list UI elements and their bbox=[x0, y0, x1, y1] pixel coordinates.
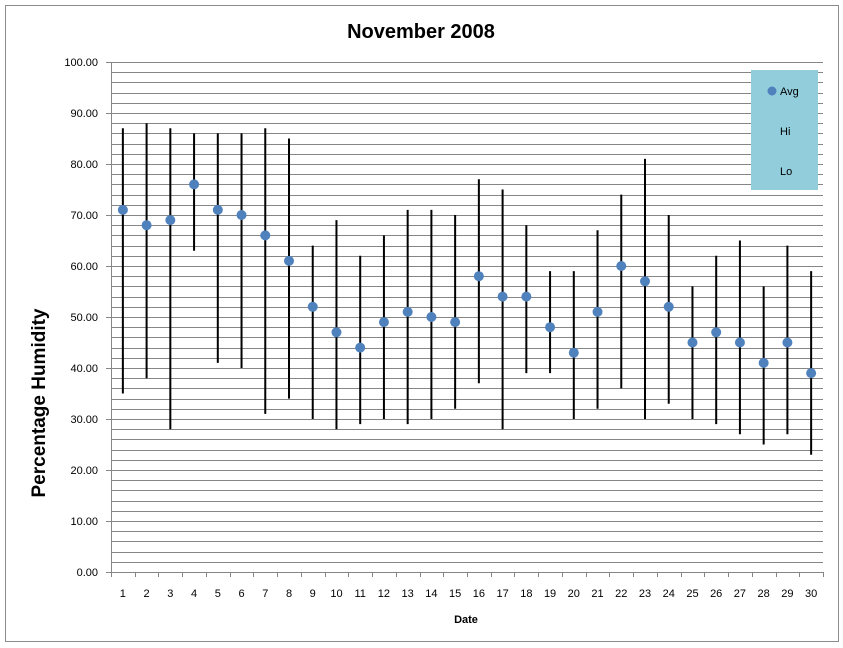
avg-point bbox=[545, 322, 556, 333]
x-tick-label: 7 bbox=[262, 588, 268, 600]
legend-box bbox=[751, 70, 818, 190]
y-tick-label: 20.00 bbox=[70, 465, 98, 477]
avg-point bbox=[117, 204, 128, 215]
y-axis-label: Percentage Humidity bbox=[29, 308, 50, 497]
avg-point bbox=[284, 255, 294, 266]
avg-point bbox=[450, 317, 461, 328]
x-tick-label: 21 bbox=[591, 588, 603, 600]
x-tick-label: 27 bbox=[734, 588, 746, 600]
gridlines bbox=[106, 62, 824, 577]
x-tick-label: 29 bbox=[781, 588, 793, 600]
avg-point bbox=[758, 357, 769, 368]
avg-point bbox=[806, 368, 817, 379]
x-tick-label: 12 bbox=[378, 588, 390, 600]
y-tick-labels: 0.00 10.00 20.00 30.00 40.00 50.00 60.00 70.00 8… bbox=[64, 57, 98, 579]
x-tick-label: 26 bbox=[710, 588, 722, 600]
x-tick-label: 9 bbox=[310, 588, 316, 600]
avg-point bbox=[521, 291, 532, 302]
x-tick-label: 13 bbox=[402, 588, 414, 600]
avg-point bbox=[189, 179, 200, 190]
avg-point bbox=[212, 204, 223, 215]
x-tick-label: 19 bbox=[544, 588, 556, 600]
legend-avg-marker bbox=[767, 86, 777, 96]
avg-point bbox=[260, 230, 271, 241]
avg-point bbox=[331, 327, 342, 338]
x-tick-label: 24 bbox=[663, 588, 675, 600]
x-tick-label: 18 bbox=[520, 588, 532, 600]
y-tick-label: 40.00 bbox=[70, 363, 98, 375]
avg-point bbox=[402, 306, 413, 317]
legend: Avg Hi Lo bbox=[751, 70, 818, 190]
legend-lo-label: Lo bbox=[780, 166, 792, 178]
y-tick-label: 0.00 bbox=[77, 567, 98, 579]
avg-point bbox=[640, 276, 650, 287]
avg-point bbox=[782, 337, 793, 348]
x-tick-label: 14 bbox=[425, 588, 437, 600]
avg-point bbox=[734, 337, 745, 348]
x-tick-label: 3 bbox=[167, 588, 173, 600]
x-tick-labels: 1 2 3 4 5 6 7 8 9 10 11 12 13 14 15 16 17 18 19 20 21 22 23 24 2… bbox=[120, 588, 817, 600]
x-tick-label: 20 bbox=[568, 588, 580, 600]
chart-frame bbox=[5, 5, 839, 642]
x-tick-label: 2 bbox=[144, 588, 150, 600]
avg-point bbox=[663, 301, 674, 312]
avg-point bbox=[426, 312, 437, 322]
x-tick-label: 10 bbox=[330, 588, 342, 600]
x-tick-label: 8 bbox=[286, 588, 292, 600]
x-tick-label: 30 bbox=[805, 588, 817, 600]
chart-title: November 2008 bbox=[347, 21, 495, 43]
avg-point bbox=[378, 317, 389, 328]
avg-point bbox=[141, 220, 152, 231]
y-tick-label: 80.00 bbox=[70, 159, 98, 171]
avg-point bbox=[473, 271, 484, 282]
avg-markers bbox=[117, 179, 817, 379]
x-axis-label: Date bbox=[454, 614, 478, 626]
y-tick-label: 90.00 bbox=[70, 108, 98, 120]
y-tick-label: 100.00 bbox=[64, 57, 98, 69]
x-tick-label: 15 bbox=[449, 588, 461, 600]
x-tick-label: 11 bbox=[354, 588, 365, 600]
x-tick-label: 6 bbox=[238, 588, 244, 600]
x-tick-label: 4 bbox=[191, 588, 197, 600]
x-tick-label: 1 bbox=[120, 588, 126, 600]
x-tick-label: 5 bbox=[215, 588, 221, 600]
avg-point bbox=[497, 291, 508, 302]
hi-lo-lines bbox=[121, 123, 813, 455]
x-tick-label: 28 bbox=[758, 588, 770, 600]
y-tick-label: 50.00 bbox=[70, 312, 98, 324]
avg-point bbox=[616, 261, 627, 271]
avg-point bbox=[687, 337, 698, 348]
legend-avg-label: Avg bbox=[780, 86, 799, 98]
avg-point bbox=[568, 347, 579, 358]
avg-point bbox=[165, 215, 176, 226]
avg-point bbox=[355, 342, 366, 353]
avg-point bbox=[592, 306, 603, 317]
y-tick-label: 70.00 bbox=[70, 210, 98, 222]
avg-point bbox=[307, 301, 318, 312]
y-tick-label: 30.00 bbox=[70, 414, 98, 426]
x-tick-label: 25 bbox=[686, 588, 698, 600]
y-tick-label: 60.00 bbox=[70, 261, 98, 273]
x-tick-label: 23 bbox=[639, 588, 651, 600]
x-tick-label: 17 bbox=[496, 588, 508, 600]
avg-point bbox=[236, 210, 247, 220]
x-tick-label: 22 bbox=[615, 588, 627, 600]
legend-hi-label: Hi bbox=[780, 126, 790, 138]
x-tick-label: 16 bbox=[473, 588, 485, 600]
avg-point bbox=[711, 327, 722, 338]
y-tick-label: 10.00 bbox=[70, 516, 98, 528]
